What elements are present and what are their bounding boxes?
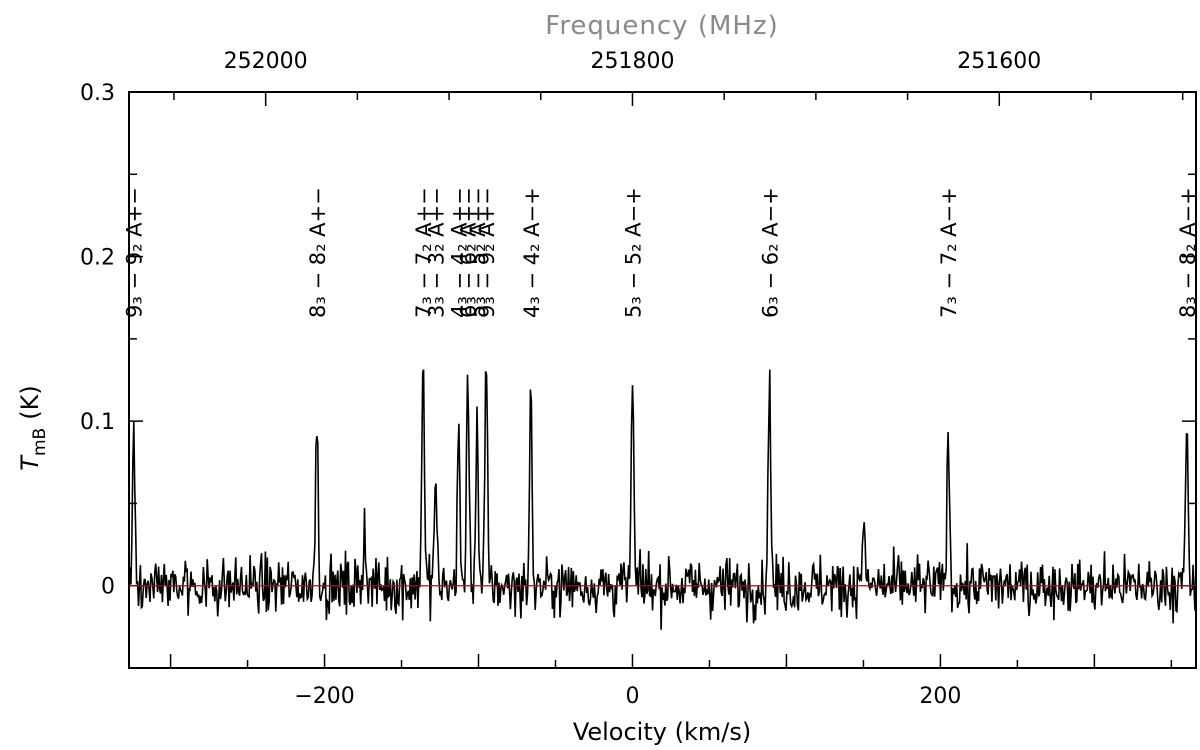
y-axis-title-main: T — [16, 454, 44, 471]
freq-tick-label: 251800 — [590, 49, 674, 74]
transition-label: 4₃ − 4₂ A−+ — [520, 187, 544, 318]
transition-label: 8₃ − 8₂ A−+ — [1176, 187, 1200, 318]
spectrum-line — [128, 369, 1197, 630]
y-axis-title-unit: (K) — [16, 385, 44, 419]
freq-tick-label: 251600 — [957, 49, 1041, 74]
svg-text:TmB(K): TmB (K) — [16, 385, 50, 470]
transition-label: 5₃ − 5₂ A+− — [466, 187, 490, 318]
x-tick-label: 200 — [919, 684, 961, 709]
y-tick-label: 0.2 — [80, 246, 115, 271]
transition-label: 6₃ − 6₂ A−+ — [759, 187, 783, 318]
transition-label: 4₃ − 4₂ A+− — [448, 187, 472, 318]
transition-label: 8₃ − 8₂ A+− — [306, 187, 330, 318]
y-axis-title: TmB (K) — [16, 385, 50, 470]
transition-label: 7₃ − 7₂ A−+ — [937, 187, 961, 318]
y-axis-title-sub: mB — [30, 428, 50, 456]
plot-frame — [128, 91, 1197, 669]
top-axis-title: Frequency (MHz) — [545, 11, 779, 41]
y-tick-label: 0.1 — [80, 410, 115, 435]
transition-label: 3₃ − 3₂ A+− — [424, 187, 448, 318]
transition-label: 5₃ − 5₂ A−+ — [622, 187, 646, 318]
transition-label: 7₃ − 7₂ A+− — [412, 187, 436, 318]
x-tick-label: −200 — [294, 684, 354, 709]
x-axis-title: Velocity (km/s) — [573, 718, 751, 746]
x-tick-label: 0 — [625, 684, 639, 709]
y-tick-label: 0 — [101, 575, 115, 600]
transition-label: 9₃ − 9₂ A+− — [123, 187, 147, 318]
transition-label: 9₃ − 9₂ A+− — [475, 187, 499, 318]
freq-tick-label: 252000 — [224, 49, 308, 74]
y-tick-label: 0.3 — [80, 81, 115, 106]
transition-label: 6₃ − 6₂ A+− — [457, 187, 481, 318]
